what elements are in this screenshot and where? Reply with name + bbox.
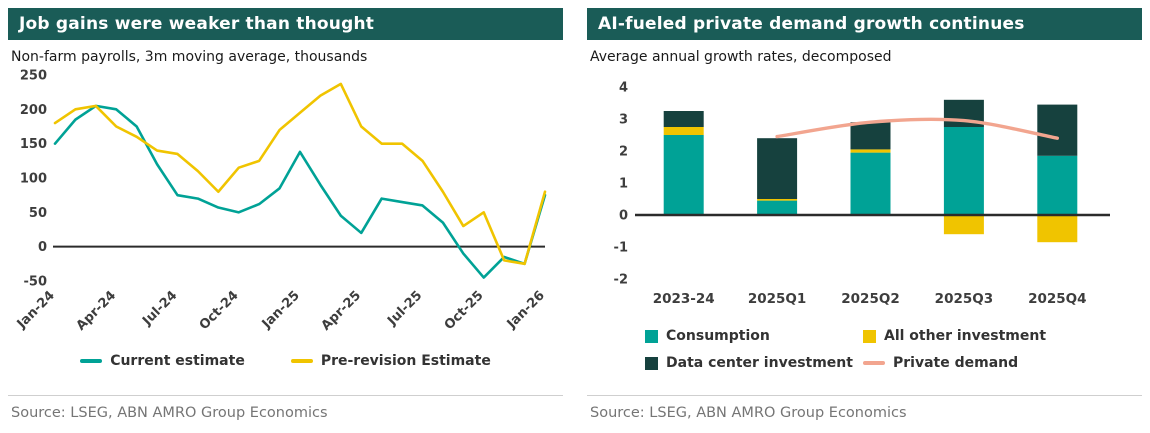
y-tick-label: 4 <box>619 81 628 96</box>
right-source-text: Source: LSEG, ABN AMRO Group Economics <box>590 405 907 421</box>
consumption-swatch <box>645 329 658 343</box>
y-tick-label: -50 <box>24 275 48 290</box>
y-tick-label: 200 <box>20 103 47 118</box>
right-chart-panel: AI-fueled private demand growth continue… <box>587 8 1142 421</box>
legend-item-pre-revision-estimate: Pre-revision Estimate <box>290 353 491 369</box>
x-tick-label: Apr-25 <box>319 288 364 333</box>
y-tick-label: 3 <box>619 113 628 128</box>
bar-segment <box>663 135 704 215</box>
category-label: 2025Q1 <box>748 291 806 307</box>
legend-item-consumption: Consumption <box>645 328 863 344</box>
bar-segment <box>850 152 891 215</box>
all-other-investment-swatch <box>863 329 876 343</box>
legend-label-data-center-investment: Data center investment <box>666 355 853 371</box>
x-tick-label: Jan-25 <box>259 288 303 332</box>
y-tick-label: -1 <box>614 241 628 256</box>
category-label: 2025Q3 <box>935 291 993 307</box>
bar-segment <box>1037 215 1078 243</box>
right-chart-title: AI-fueled private demand growth continue… <box>598 14 1025 34</box>
growth-decomposition-bar-chart: 4 3 2 1 0 -1 -2 2023-24 2025Q1 2025Q2 2025Q3 2025Q4 <box>614 81 1110 307</box>
legend-item-private-demand: Private demand <box>863 355 1142 371</box>
bar-segment <box>663 127 704 135</box>
pre-revision-line-swatch <box>290 359 313 363</box>
legend-item-all-other-investment: All other investment <box>863 328 1142 344</box>
x-tick-label: Jan-26 <box>504 288 548 332</box>
left-chart-panel: Job gains were weaker than thought Non-f… <box>8 8 563 421</box>
bar-segment <box>850 149 891 153</box>
y-tick-label: 50 <box>29 206 47 221</box>
legend-item-data-center-investment: Data center investment <box>645 355 863 371</box>
left-chart-title: Job gains were weaker than thought <box>19 14 375 34</box>
y-tick-label: 150 <box>20 137 47 152</box>
right-chart-legend: Consumption All other investment Data ce… <box>645 328 1142 371</box>
bar-segment <box>757 200 798 215</box>
y-tick-label: 250 <box>20 69 47 84</box>
left-source-text: Source: LSEG, ABN AMRO Group Economics <box>11 405 328 421</box>
legend-label-private-demand: Private demand <box>893 355 1019 371</box>
y-tick-label: 0 <box>38 240 47 255</box>
y-tick-label: 100 <box>20 172 47 187</box>
bar-segment <box>943 215 984 235</box>
category-label: 2025Q2 <box>841 291 899 307</box>
x-tick-label: Oct-25 <box>442 288 487 333</box>
series-private-demand <box>775 117 1059 140</box>
y-tick-label: 0 <box>619 209 628 224</box>
left-source-row: Source: LSEG, ABN AMRO Group Economics <box>8 395 563 421</box>
x-tick-label: Oct-24 <box>197 288 242 333</box>
bar-segment <box>943 127 984 215</box>
x-tick-label: Jul-24 <box>139 288 180 329</box>
legend-label-current-estimate: Current estimate <box>110 353 245 369</box>
legend-label-all-other-investment: All other investment <box>884 328 1047 344</box>
y-tick-label: -2 <box>614 273 628 288</box>
bar-segment <box>850 122 891 150</box>
series-pre-revision-estimate <box>53 82 547 266</box>
x-tick-label: Jan-24 <box>14 288 58 332</box>
left-chart-subtitle: Non-farm payrolls, 3m moving average, th… <box>11 49 368 65</box>
x-tick-label: Jul-25 <box>384 288 425 329</box>
bar-segment <box>757 199 798 201</box>
legend-item-current-estimate: Current estimate <box>80 353 245 369</box>
x-tick-label: Apr-24 <box>74 288 119 333</box>
category-label: 2023-24 <box>653 291 715 307</box>
right-chart-subtitle: Average annual growth rates, decomposed <box>590 49 892 65</box>
left-chart-header: Job gains were weaker than thought <box>8 8 563 40</box>
category-label: 2025Q4 <box>1028 291 1086 307</box>
bar-segment <box>757 138 798 199</box>
bar-segment <box>1037 104 1078 156</box>
right-chart-header: AI-fueled private demand growth continue… <box>587 8 1142 40</box>
right-source-row: Source: LSEG, ABN AMRO Group Economics <box>587 395 1142 421</box>
private-demand-line-swatch <box>863 361 885 365</box>
bar-segment <box>663 111 704 127</box>
series-current-estimate <box>53 104 547 279</box>
left-chart-legend: Current estimate Pre-revision Estimate <box>8 353 563 369</box>
legend-label-consumption: Consumption <box>666 328 770 344</box>
bar-segment <box>1037 155 1078 215</box>
legend-label-pre-revision-estimate: Pre-revision Estimate <box>320 353 491 369</box>
data-center-investment-swatch <box>645 356 658 370</box>
y-tick-label: 2 <box>619 145 628 160</box>
current-estimate-line-swatch <box>80 359 103 363</box>
y-tick-label: 1 <box>619 177 628 192</box>
